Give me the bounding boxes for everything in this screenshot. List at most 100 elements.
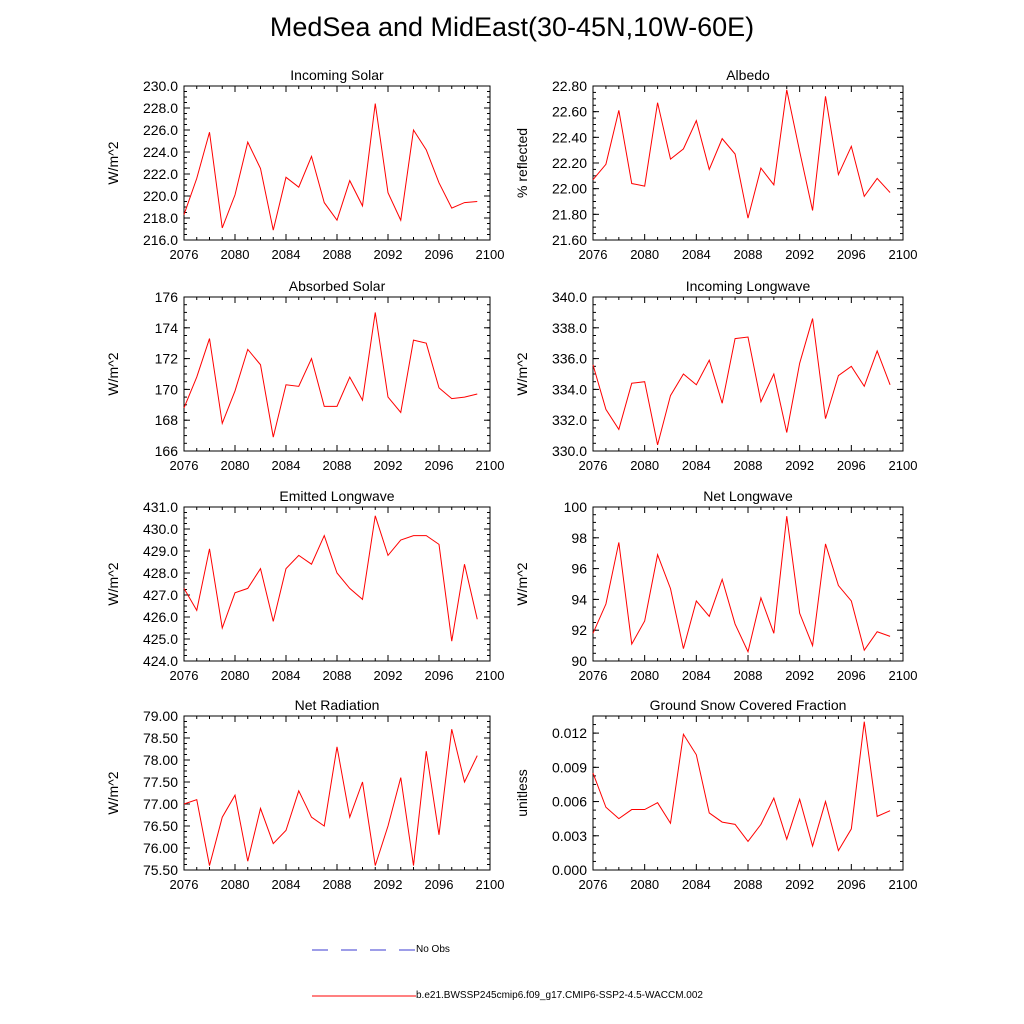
data-point: [605, 409, 606, 410]
y-tick-label: 76.50: [143, 818, 178, 834]
y-axis-label: W/m^2: [105, 352, 121, 395]
data-point: [644, 620, 645, 621]
y-tick-label: 428.0: [143, 565, 178, 581]
data-point: [722, 579, 723, 580]
series-line: [183, 103, 478, 231]
data-point: [618, 818, 619, 819]
x-tick-label: 2100: [889, 668, 918, 683]
data-point: [285, 177, 286, 178]
panel-title: Absorbed Solar: [289, 278, 386, 294]
x-tick-label: 2084: [682, 877, 711, 892]
data-point: [592, 772, 593, 773]
data-point: [592, 364, 593, 365]
data-point: [298, 187, 299, 188]
y-tick-label: 216.0: [143, 232, 178, 248]
x-tick-label: 2084: [682, 668, 711, 683]
legend-model: b.e21.BWSSP245cmip6.f09_g17.CMIP6-SSP2-4…: [312, 988, 732, 1004]
y-tick-label: 22.20: [552, 155, 587, 171]
x-tick-label: 2096: [425, 247, 454, 262]
data-point: [464, 202, 465, 203]
data-point: [222, 227, 223, 228]
data-point: [799, 799, 800, 800]
y-tick-label: 76.00: [143, 840, 178, 856]
data-point: [696, 754, 697, 755]
data-point: [273, 843, 274, 844]
y-tick-label: 92: [571, 622, 587, 638]
data-point: [670, 159, 671, 160]
series-line: [592, 721, 891, 852]
data-point: [877, 350, 878, 351]
data-point: [670, 823, 671, 824]
data-point: [451, 729, 452, 730]
x-tick-label: 2080: [221, 877, 250, 892]
y-tick-label: 426.0: [143, 609, 178, 625]
data-point: [605, 164, 606, 165]
data-point: [683, 734, 684, 735]
panel-8: Ground Snow Covered Fraction unitless 2076…: [514, 697, 917, 892]
data-point: [747, 841, 748, 842]
data-point: [336, 572, 337, 573]
data-point: [247, 142, 248, 143]
data-point: [387, 192, 388, 193]
data-point: [362, 599, 363, 600]
data-point: [722, 821, 723, 822]
data-point: [747, 218, 748, 219]
data-point: [375, 515, 376, 516]
data-point: [285, 830, 286, 831]
data-point: [864, 721, 865, 722]
data-point: [400, 777, 401, 778]
data-point: [851, 600, 852, 601]
data-point: [349, 588, 350, 589]
y-tick-label: 78.50: [143, 730, 178, 746]
data-point: [657, 444, 658, 445]
data-point: [592, 633, 593, 634]
x-tick-label: 2088: [323, 668, 352, 683]
y-axis-label: % reflected: [514, 128, 530, 198]
data-point: [426, 343, 427, 344]
data-point: [400, 539, 401, 540]
legend-model-label: b.e21.BWSSP245cmip6.f09_g17.CMIP6-SSP2-4…: [416, 990, 703, 1001]
data-point: [825, 96, 826, 97]
data-point: [799, 363, 800, 364]
y-tick-label: 174: [155, 320, 179, 336]
panel-title: Incoming Solar: [290, 67, 384, 83]
data-point: [324, 825, 325, 826]
x-tick-label: 2092: [374, 877, 403, 892]
data-point: [696, 384, 697, 385]
data-point: [760, 824, 761, 825]
data-point: [273, 621, 274, 622]
data-point: [605, 807, 606, 808]
data-point: [786, 839, 787, 840]
y-tick-label: 338.0: [552, 320, 587, 336]
data-point: [851, 146, 852, 147]
x-tick-label: 2100: [889, 877, 918, 892]
data-point: [812, 210, 813, 211]
x-tick-label: 2088: [323, 877, 352, 892]
data-point: [387, 397, 388, 398]
data-point: [838, 850, 839, 851]
panel-7: Net Radiation W/m^2 2076 2080 2084 2088 2092 20…: [105, 697, 504, 892]
x-tick-label: 2088: [734, 668, 763, 683]
x-tick-label: 2096: [425, 877, 454, 892]
data-point: [336, 746, 337, 747]
y-tick-label: 22.80: [552, 78, 587, 94]
data-point: [734, 338, 735, 339]
x-tick-label: 2100: [476, 877, 505, 892]
y-tick-label: 424.0: [143, 653, 178, 669]
data-point: [426, 535, 427, 536]
data-point: [889, 192, 890, 193]
y-tick-label: 22.60: [552, 104, 587, 120]
data-point: [838, 585, 839, 586]
x-tick-label: 2092: [374, 458, 403, 473]
data-point: [247, 861, 248, 862]
data-point: [247, 349, 248, 350]
y-tick-label: 340.0: [552, 289, 587, 305]
y-tick-label: 228.0: [143, 100, 178, 116]
data-point: [786, 516, 787, 517]
data-point: [426, 751, 427, 752]
x-tick-label: 2080: [630, 458, 659, 473]
data-point: [464, 397, 465, 398]
x-tick-label: 2096: [425, 668, 454, 683]
panel-title: Ground Snow Covered Fraction: [650, 697, 847, 713]
